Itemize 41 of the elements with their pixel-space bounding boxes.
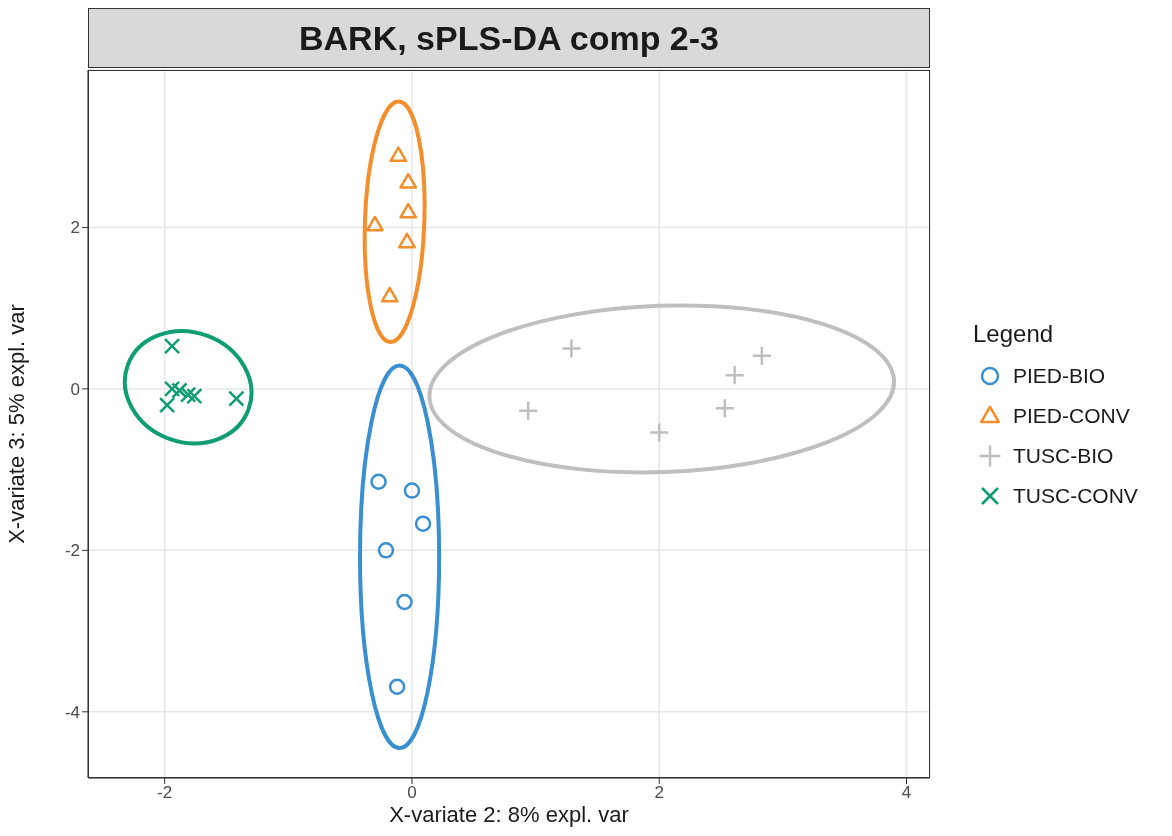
point (377, 542, 395, 559)
point (228, 390, 245, 407)
point (396, 593, 413, 611)
point (158, 396, 176, 414)
point (179, 386, 197, 403)
point (389, 146, 408, 163)
x-tick-label: 4 (901, 783, 912, 803)
point (163, 337, 181, 355)
legend-title: Legend (973, 320, 1055, 348)
point (171, 382, 188, 399)
legend-label: PIED-CONV (1013, 404, 1130, 428)
y-tick-label: -2 (64, 541, 80, 561)
x-tick-label: -2 (157, 783, 173, 803)
point (399, 202, 418, 219)
legend-label: TUSC-BIO (1013, 444, 1114, 468)
x-tick-label: 0 (407, 783, 417, 803)
legend-label: PIED-BIO (1013, 364, 1106, 388)
y-axis-title: X-variate 3: 5% expl. var (3, 304, 29, 544)
point (517, 400, 539, 422)
point (403, 482, 421, 499)
point (714, 397, 736, 419)
point (370, 473, 387, 490)
y-tick-label: 0 (70, 379, 80, 399)
point (398, 232, 416, 249)
point (380, 286, 399, 303)
point (186, 387, 203, 405)
legend-label: TUSC-CONV (1013, 484, 1138, 508)
point (724, 364, 745, 386)
chart-title: BARK, sPLS-DA comp 2-3 (88, 8, 930, 68)
x-axis-title: X-variate 2: 8% expl. var (389, 802, 629, 827)
point (414, 515, 432, 532)
y-tick-label: 2 (70, 218, 80, 238)
point (365, 215, 384, 232)
x-tick-label: 2 (654, 783, 664, 803)
point (648, 422, 670, 443)
point (388, 678, 406, 696)
point (751, 345, 773, 367)
point (163, 380, 181, 398)
point (561, 338, 582, 359)
y-tick-label: -4 (64, 702, 80, 722)
point (399, 172, 418, 189)
